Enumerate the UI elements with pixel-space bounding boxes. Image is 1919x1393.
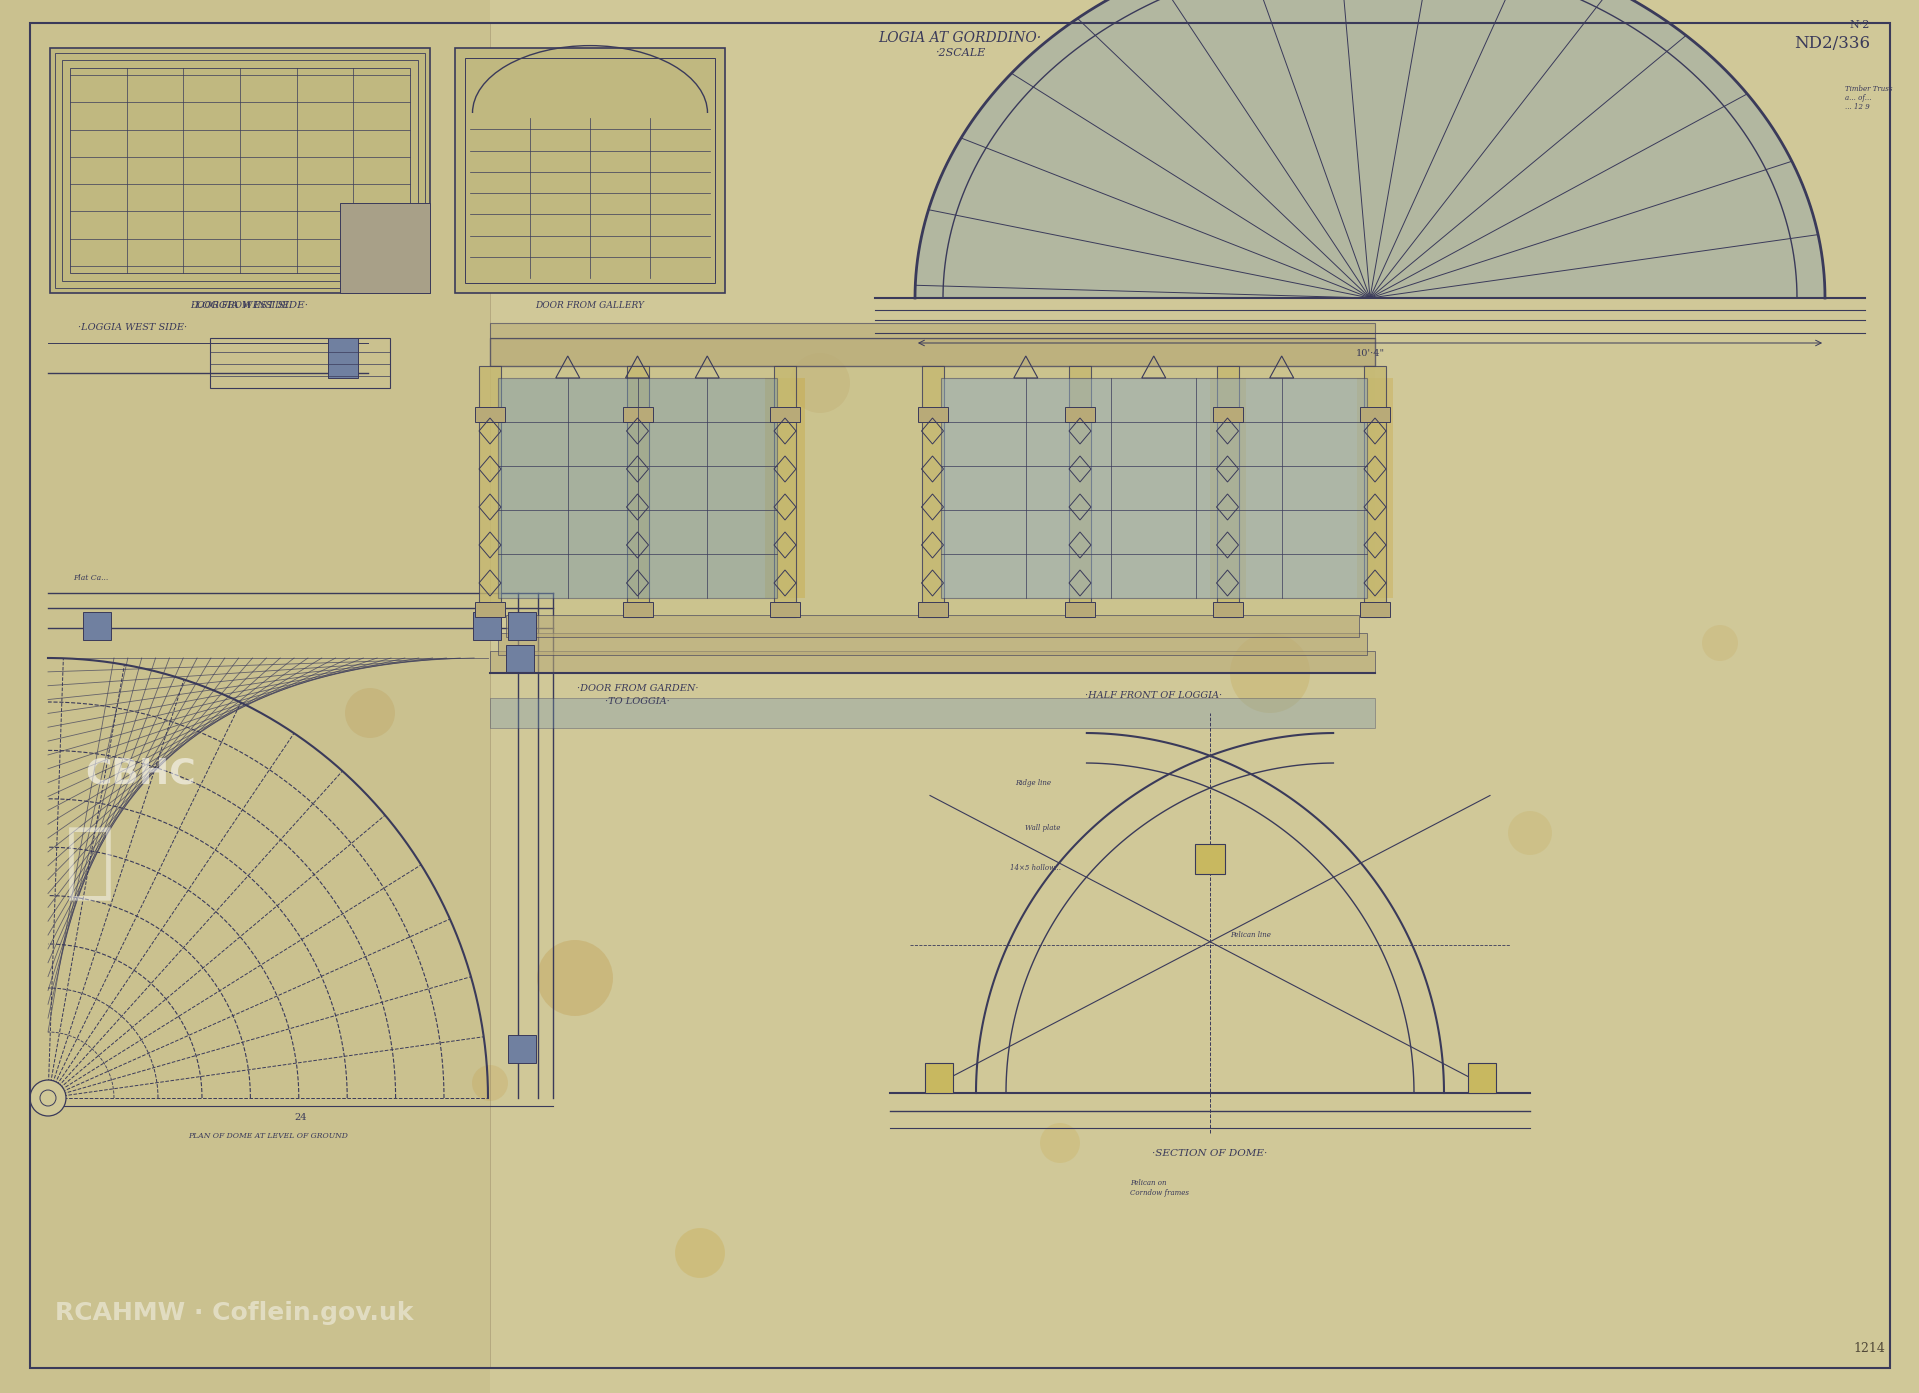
Bar xyxy=(1065,407,1096,422)
Bar xyxy=(770,407,800,422)
Bar xyxy=(622,407,652,422)
Bar xyxy=(770,602,800,617)
Bar xyxy=(0,0,489,1393)
Circle shape xyxy=(472,1066,509,1100)
Text: DOOR FROM INSIDE: DOOR FROM INSIDE xyxy=(190,301,290,309)
Text: RCAHMW · Coflein.gov.uk: RCAHMW · Coflein.gov.uk xyxy=(56,1301,413,1325)
Bar xyxy=(476,602,505,617)
Bar xyxy=(773,366,796,617)
Bar xyxy=(626,366,649,617)
Text: ·LOGGIA WEST SIDE·: ·LOGGIA WEST SIDE· xyxy=(192,301,309,309)
Bar xyxy=(464,59,716,283)
Bar xyxy=(509,1035,535,1063)
Bar xyxy=(507,645,533,673)
Text: CBHC: CBHC xyxy=(84,756,196,790)
Bar xyxy=(69,68,411,273)
Bar xyxy=(50,47,430,293)
Bar xyxy=(1468,1063,1497,1094)
Bar xyxy=(507,614,1359,637)
Bar xyxy=(328,338,359,378)
Circle shape xyxy=(1702,625,1739,662)
Text: Flat Ca...: Flat Ca... xyxy=(73,574,107,582)
Bar xyxy=(472,612,501,639)
Text: Pelican line: Pelican line xyxy=(1230,931,1270,939)
Bar xyxy=(83,612,111,639)
Text: 🐉: 🐉 xyxy=(65,822,115,904)
Bar xyxy=(56,53,424,288)
Bar xyxy=(1361,602,1389,617)
Bar xyxy=(509,612,535,639)
Text: ·SECTION OF DOME·: ·SECTION OF DOME· xyxy=(1153,1148,1268,1158)
Bar xyxy=(489,651,1376,673)
Bar xyxy=(1364,366,1386,617)
Text: ND2/336: ND2/336 xyxy=(1794,35,1869,52)
Text: ·HALF FRONT OF LOGGIA·: ·HALF FRONT OF LOGGIA· xyxy=(1084,691,1222,699)
Polygon shape xyxy=(340,203,430,293)
Circle shape xyxy=(31,1080,65,1116)
Bar xyxy=(1213,407,1242,422)
Bar xyxy=(925,1063,954,1094)
Bar xyxy=(489,698,1376,729)
Text: DOOR FROM GALLERY: DOOR FROM GALLERY xyxy=(535,301,645,309)
Text: 24: 24 xyxy=(294,1113,307,1121)
Bar xyxy=(209,338,390,389)
Bar xyxy=(1196,844,1224,873)
Bar xyxy=(1361,407,1389,422)
Bar xyxy=(1069,366,1092,617)
Text: LOGIA AT GORDDINO·: LOGIA AT GORDDINO· xyxy=(879,31,1042,45)
Bar xyxy=(499,378,777,598)
Bar xyxy=(1217,366,1238,617)
Circle shape xyxy=(537,940,612,1015)
Text: PLAN OF DOME AT LEVEL OF GROUND: PLAN OF DOME AT LEVEL OF GROUND xyxy=(188,1133,347,1139)
Text: Timber Truss
a... of...
... 12 9: Timber Truss a... of... ... 12 9 xyxy=(1844,85,1892,111)
Bar xyxy=(1357,378,1393,598)
Bar xyxy=(766,378,804,598)
Bar xyxy=(489,338,1376,617)
Bar xyxy=(476,407,505,422)
Circle shape xyxy=(40,1089,56,1106)
Bar xyxy=(917,602,948,617)
Circle shape xyxy=(1040,1123,1080,1163)
Bar xyxy=(1065,602,1096,617)
Bar xyxy=(940,378,1366,598)
Text: N·2: N·2 xyxy=(1850,20,1869,31)
Bar xyxy=(489,338,1376,366)
Bar xyxy=(61,60,418,281)
Text: Ridge line: Ridge line xyxy=(1015,779,1052,787)
Polygon shape xyxy=(915,0,1825,298)
Circle shape xyxy=(675,1229,725,1277)
Text: ·2SCALE: ·2SCALE xyxy=(935,47,984,59)
Text: ·LOGGIA WEST SIDE·: ·LOGGIA WEST SIDE· xyxy=(79,323,188,333)
Circle shape xyxy=(791,352,850,412)
Bar xyxy=(622,602,652,617)
Bar xyxy=(480,366,501,617)
Circle shape xyxy=(1508,811,1552,855)
Text: Wall plate: Wall plate xyxy=(1025,825,1061,832)
Circle shape xyxy=(1230,632,1311,713)
Bar xyxy=(921,366,944,617)
Bar xyxy=(499,632,1366,655)
Text: 1214: 1214 xyxy=(1854,1341,1884,1354)
Bar xyxy=(1209,378,1245,598)
Text: 14×5 hollow...: 14×5 hollow... xyxy=(1009,864,1061,872)
Bar xyxy=(1213,602,1242,617)
Circle shape xyxy=(345,688,395,738)
Text: 10'·4": 10'·4" xyxy=(1355,350,1386,358)
Text: ·DOOR FROM GARDEN·
·TO LOGGIA·: ·DOOR FROM GARDEN· ·TO LOGGIA· xyxy=(578,684,699,706)
Text: Pelican on
Corndow frames: Pelican on Corndow frames xyxy=(1130,1180,1190,1197)
Bar xyxy=(455,47,725,293)
Bar xyxy=(917,407,948,422)
Bar xyxy=(489,323,1376,338)
